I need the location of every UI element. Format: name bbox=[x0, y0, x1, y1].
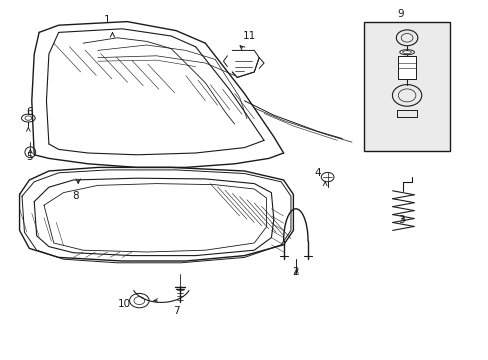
Text: 7: 7 bbox=[172, 306, 179, 316]
Text: 2: 2 bbox=[292, 267, 299, 277]
Bar bbox=[364, 22, 449, 151]
Text: 3: 3 bbox=[397, 215, 404, 225]
Text: 9: 9 bbox=[397, 9, 404, 19]
Bar bbox=[397, 56, 415, 79]
Ellipse shape bbox=[25, 116, 32, 120]
Text: 6: 6 bbox=[26, 107, 33, 117]
Ellipse shape bbox=[21, 114, 35, 122]
Text: 4: 4 bbox=[314, 168, 321, 178]
Text: 11: 11 bbox=[242, 31, 256, 41]
Ellipse shape bbox=[399, 50, 414, 55]
Text: 10: 10 bbox=[118, 299, 131, 309]
Ellipse shape bbox=[25, 147, 36, 158]
Text: 1: 1 bbox=[104, 15, 111, 25]
Text: 8: 8 bbox=[72, 191, 79, 201]
Text: 5: 5 bbox=[26, 152, 33, 162]
Ellipse shape bbox=[402, 51, 411, 54]
